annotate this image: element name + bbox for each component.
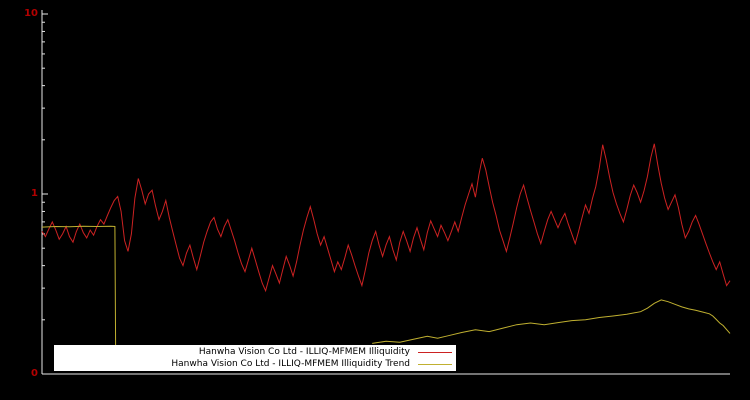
legend-item-illiquidity: Hanwha Vision Co Ltd - ILLIQ-MFMEM Illiq…	[58, 346, 452, 358]
legend-label-illiquidity-trend: Hanwha Vision Co Ltd - ILLIQ-MFMEM Illiq…	[171, 359, 410, 369]
legend-item-illiquidity-trend: Hanwha Vision Co Ltd - ILLIQ-MFMEM Illiq…	[58, 358, 452, 370]
legend-line-sample-illiquidity	[418, 351, 452, 353]
legend-line-sample-illiquidity-trend	[418, 363, 452, 365]
chart-legend: Hanwha Vision Co Ltd - ILLIQ-MFMEM Illiq…	[54, 345, 456, 371]
y-axis-tick-1: 1	[31, 188, 38, 199]
y-axis-tick-10: 10	[24, 8, 38, 19]
y-axis-tick-0: 0	[31, 368, 38, 379]
legend-label-illiquidity: Hanwha Vision Co Ltd - ILLIQ-MFMEM Illiq…	[198, 347, 410, 357]
